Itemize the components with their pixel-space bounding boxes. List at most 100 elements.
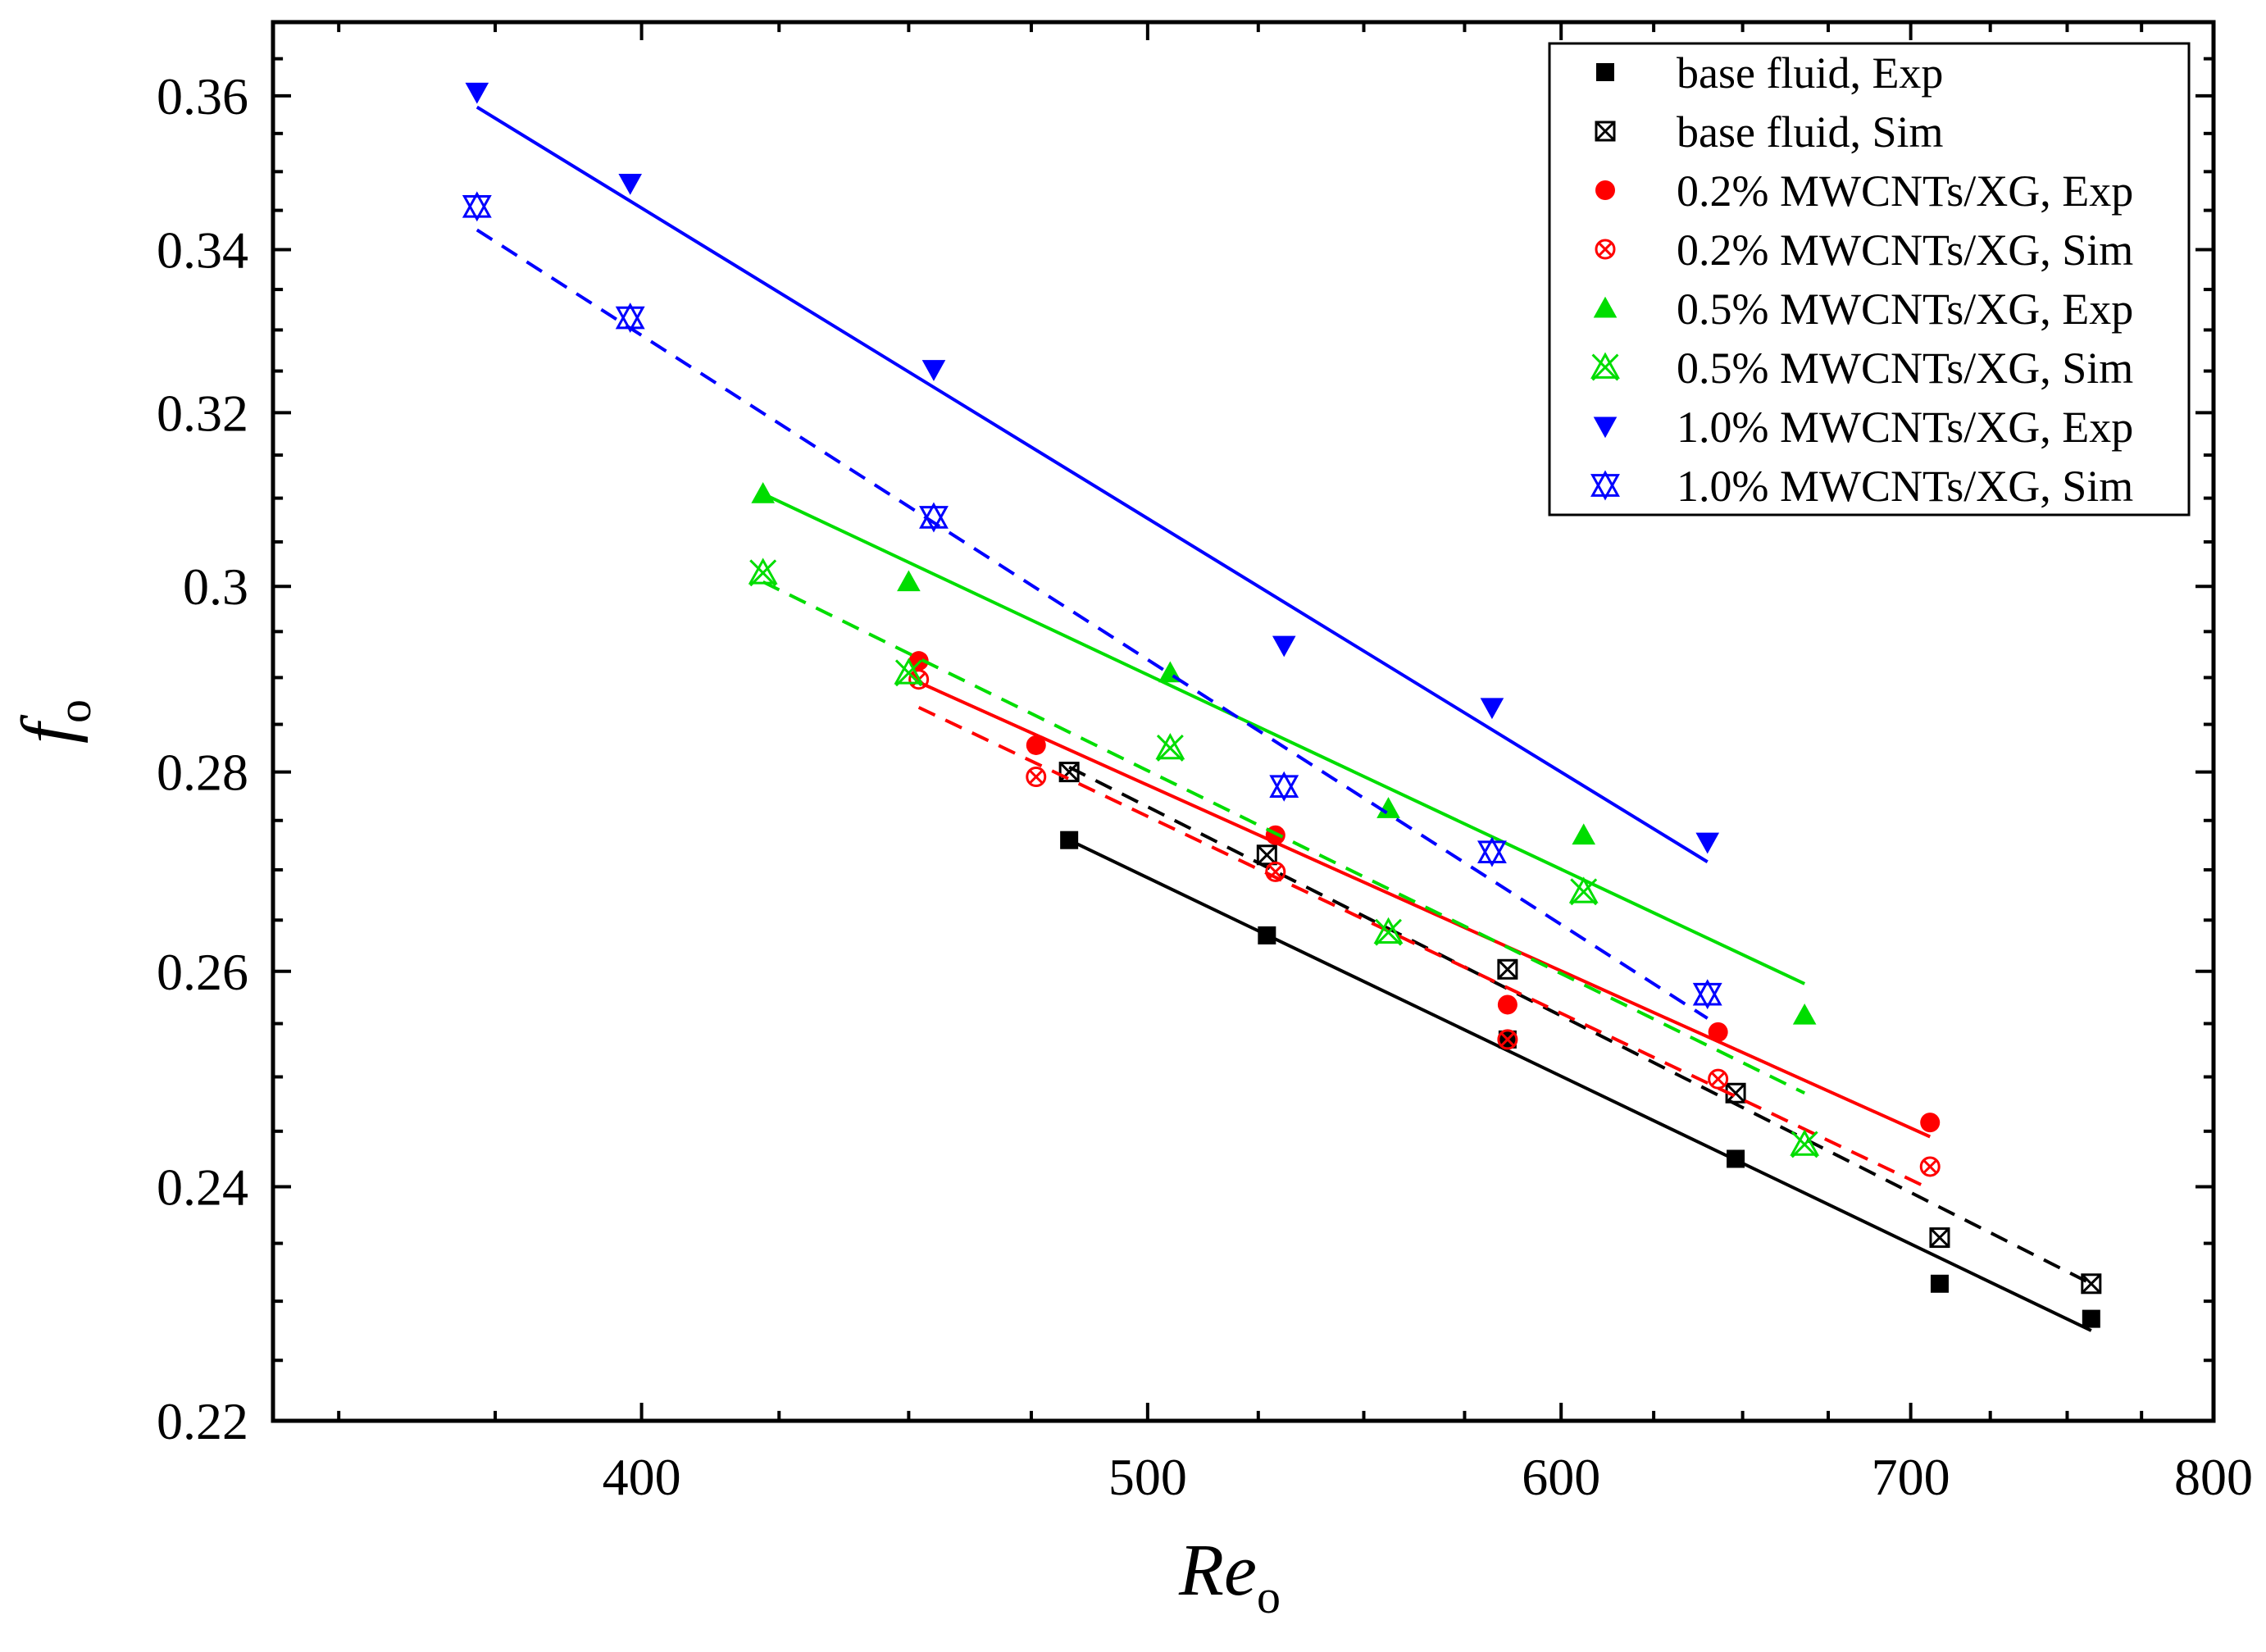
series-1-point-5-cross <box>2081 1273 2101 1294</box>
series-3 <box>908 669 1941 1191</box>
series-1-point-4 <box>1929 1227 1950 1249</box>
legend-label-6: 1.0% MWCNTs/XG, Exp <box>1677 403 2133 452</box>
y-tick-label: 0.24 <box>157 1158 248 1216</box>
series-7-point-1-tri-down <box>615 306 645 334</box>
series-3-point-3-cross <box>1499 1031 1515 1047</box>
series-7-point-5 <box>1692 979 1722 1010</box>
series-7-point-2-tri-down <box>919 506 949 533</box>
series-2-point-3 <box>1497 994 1517 1015</box>
legend-symbol-3 <box>1595 239 1616 260</box>
series-2-point-1 <box>1026 735 1046 755</box>
series-1-point-3-cross <box>1726 1083 1746 1104</box>
series-3-point-2-cross <box>1267 864 1283 880</box>
legend-symbol-2 <box>1595 180 1615 200</box>
series-0-point-0 <box>1060 831 1079 849</box>
series-1-point-2 <box>1497 958 1518 980</box>
series-7-fit-line <box>475 228 1709 1020</box>
legend-label-2: 0.2% MWCNTs/XG, Exp <box>1677 166 2133 216</box>
series-5-point-2-tri <box>1155 732 1185 760</box>
series-2-point-0 <box>908 651 929 671</box>
series-1-point-4-cross <box>1929 1227 1950 1248</box>
series-5-point-3-cross <box>1375 918 1402 946</box>
plot-frame <box>271 20 2216 1423</box>
series-6-point-1 <box>618 174 643 195</box>
series-5-point-1-tri <box>894 658 924 685</box>
series-3-point-5-cross <box>1922 1158 1938 1174</box>
series-3-point-2-ring <box>1265 861 1286 882</box>
x-tick-label: 600 <box>1522 1448 1600 1506</box>
series-3-point-1-ring <box>1026 766 1047 787</box>
series-6-point-0 <box>465 82 489 104</box>
series-6-point-2 <box>921 360 946 381</box>
legend-symbol-5-tri <box>1590 352 1620 379</box>
series-7-point-4-tri-down <box>1477 840 1507 867</box>
series-3-point-2 <box>1265 861 1286 882</box>
axis-ticks: 400 500 600 700 800 0.22 0.24 0.26 0.28 0.3 0.32 0.… <box>157 20 2253 1506</box>
series-0-point-4 <box>1930 1274 1949 1293</box>
x-tick-label: 800 <box>2174 1448 2253 1506</box>
series-0-point-5 <box>2082 1309 2100 1328</box>
series-7-point-0-tri-down <box>462 195 492 222</box>
series-6-point-4 <box>1480 698 1504 720</box>
series-3-point-4-cross <box>1710 1072 1726 1087</box>
series-7-point-1 <box>615 303 645 334</box>
series-1-point-2-cross <box>1497 959 1517 980</box>
series-5-point-4-tri <box>1568 876 1599 903</box>
y-tick-label: 0.3 <box>183 557 248 616</box>
series-5-point-5 <box>1790 1129 1820 1158</box>
series-3-point-0-ring <box>908 669 930 690</box>
series-3-point-1-cross <box>1028 769 1044 785</box>
series-7-point-3-tri-down <box>1269 775 1299 802</box>
series-0-point-3 <box>1727 1149 1745 1168</box>
series-1-point-5 <box>2081 1273 2102 1295</box>
y-tick-label: 0.22 <box>157 1392 248 1450</box>
legend-symbol-4 <box>1593 296 1618 318</box>
legend-label-3: 0.2% MWCNTs/XG, Sim <box>1677 225 2133 275</box>
series-4-point-0 <box>751 482 775 503</box>
series-2-point-5 <box>1920 1113 1941 1133</box>
series-4-fit-line <box>762 492 1806 985</box>
series-1-fit-line <box>1068 765 2092 1286</box>
x-tick-label: 500 <box>1108 1448 1187 1506</box>
series-1-point-1-cross <box>1257 844 1277 865</box>
plot-area <box>462 82 2102 1332</box>
y-tick-label: 0.32 <box>157 384 248 442</box>
series-0-point-1 <box>1258 926 1276 944</box>
legend-symbol-6 <box>1593 416 1618 439</box>
series-5-point-2 <box>1155 732 1185 762</box>
legend-symbol-3-cross <box>1598 242 1613 257</box>
series-3-point-3-ring <box>1497 1029 1518 1050</box>
y-tick-label: 0.28 <box>157 744 248 802</box>
series-6-point-5 <box>1695 832 1720 854</box>
y-axis-title-sub: o <box>48 699 101 723</box>
legend-box <box>1548 42 2191 517</box>
series-3-point-5-ring <box>1919 1156 1941 1177</box>
series-1-point-1-box <box>1256 844 1277 866</box>
series-1-point-0-box <box>1058 762 1080 783</box>
x-axis-title-main: Re <box>1178 1530 1257 1611</box>
legend-label-1: base fluid, Sim <box>1677 107 1943 157</box>
series-6 <box>465 82 1720 863</box>
y-tick-label: 0.36 <box>157 67 248 125</box>
series-5-point-4 <box>1568 876 1599 906</box>
x-axis-title-sub: o <box>1257 1570 1281 1623</box>
legend: base fluid, Exp base fluid, Sim 0.2% MWCNT… <box>1548 42 2191 517</box>
legend-symbol-3-ring <box>1595 239 1616 260</box>
series-5-point-0-tri <box>748 557 778 585</box>
legend-symbol-7 <box>1590 470 1620 501</box>
legend-symbol-5-cross <box>1591 353 1619 381</box>
x-axis-title: Reo <box>1178 1530 1281 1623</box>
series-3-point-5 <box>1919 1156 1941 1177</box>
series-5-point-0-cross <box>749 559 777 587</box>
legend-symbol-1 <box>1595 121 1616 142</box>
legend-symbol-7-tri-down <box>1590 474 1620 501</box>
series-5-point-3 <box>1373 917 1404 946</box>
series-0 <box>1060 831 2100 1332</box>
series-3-point-1 <box>1026 766 1047 787</box>
series-7-point-5-tri-down <box>1692 982 1722 1010</box>
legend-symbol-1-box <box>1595 121 1616 142</box>
legend-label-4: 0.5% MWCNTs/XG, Exp <box>1677 284 2133 334</box>
legend-label-7: 1.0% MWCNTs/XG, Sim <box>1677 462 2133 511</box>
y-tick-label: 0.26 <box>157 943 248 1001</box>
